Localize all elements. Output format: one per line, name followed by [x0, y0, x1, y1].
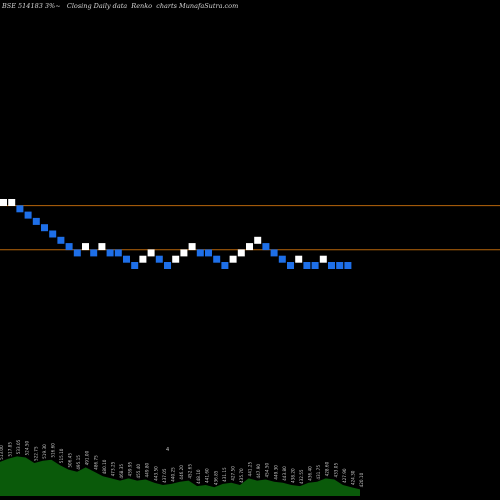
renko-brick-13 — [98, 243, 106, 251]
volume-label-18: 449.80 — [145, 462, 150, 477]
volume-label-9: 506.45 — [68, 453, 73, 468]
volume-label-33: 449.30 — [273, 465, 278, 480]
volume-label-24: 448.10 — [196, 469, 201, 484]
volume-label-28: 427.50 — [230, 466, 235, 481]
renko-brick-19 — [147, 249, 155, 257]
chart-title: BSE 514183 3%~ Closing Daily data Renko … — [2, 2, 239, 10]
volume-label-32: 454.50 — [265, 462, 270, 477]
volume-label-23: 452.65 — [188, 464, 193, 479]
renko-brick-33 — [262, 243, 270, 251]
volume-area — [0, 456, 360, 496]
renko-brick-38 — [303, 262, 311, 269]
renko-brick-23 — [180, 249, 188, 257]
volume-label-41: 427.90 — [342, 468, 347, 483]
volume-label-2: 517.85 — [8, 442, 13, 457]
renko-brick-42 — [336, 262, 344, 269]
volume-label-3: 533.05 — [16, 439, 21, 454]
renko-brick-29 — [229, 255, 237, 263]
volume-label-8: 515.10 — [59, 448, 64, 463]
renko-brick-35 — [278, 255, 286, 263]
renko-brick-27 — [213, 255, 221, 263]
renko-brick-36 — [287, 262, 294, 269]
volume-label-4: 524.50 — [25, 440, 30, 455]
volume-label-34: 443.80 — [282, 466, 287, 481]
volume-label-42: 424.30 — [350, 470, 355, 485]
renko-brick-40 — [319, 255, 327, 263]
volume-label-31: 447.90 — [256, 464, 261, 479]
volume-label-27: 431.15 — [222, 467, 227, 482]
renko-brick-20 — [155, 255, 163, 263]
renko-brick-10 — [73, 249, 81, 257]
renko-brick-25 — [196, 249, 204, 257]
volume-label-1: 513.00 — [0, 445, 4, 460]
renko-brick-3 — [16, 205, 24, 213]
renko-brick-30 — [237, 249, 245, 257]
volume-label-21: 440.25 — [170, 467, 175, 482]
renko-brick-31 — [246, 243, 253, 251]
volume-label-19: 443.50 — [153, 466, 158, 481]
renko-brick-41 — [328, 262, 335, 269]
renko-brick-24 — [188, 243, 196, 251]
volume-label-5: 522.75 — [33, 446, 38, 461]
renko-brick-21 — [164, 262, 171, 269]
volume-label-10: 495.15 — [76, 455, 81, 470]
renko-brick-11 — [82, 243, 89, 251]
renko-brick-2 — [8, 199, 16, 206]
renko-brick-14 — [106, 249, 114, 257]
volume-label-25: 441.60 — [205, 468, 210, 483]
renko-brick-9 — [65, 243, 73, 251]
volume-label-26: 436.85 — [213, 470, 218, 485]
volume-label-29: 435.70 — [239, 468, 244, 483]
volume-label-12: 486.75 — [93, 455, 98, 470]
volume-label-13: 480.10 — [102, 459, 107, 474]
volume-label-7: 516.60 — [50, 443, 55, 458]
renko-brick-22 — [172, 255, 180, 263]
volume-label-38: 431.75 — [316, 465, 321, 480]
volume-label-20: 437.05 — [162, 468, 167, 483]
renko-brick-43 — [344, 262, 352, 269]
volume-label-16: 459.95 — [128, 461, 133, 476]
volume-label-22: 446.20 — [179, 465, 184, 480]
volume-marker-label: 4 — [166, 447, 169, 453]
volume-label-37: 436.40 — [308, 466, 313, 481]
volume-label-11: 491.00 — [85, 450, 90, 465]
volume-label-15: 468.35 — [119, 464, 124, 479]
volume-label-30: 441.25 — [248, 461, 253, 476]
volume-label-6: 519.30 — [42, 444, 47, 459]
renko-brick-34 — [270, 249, 278, 257]
volume-label-39: 428.60 — [325, 461, 330, 476]
volume-label-36: 432.55 — [299, 469, 304, 484]
renko-brick-12 — [90, 249, 98, 257]
renko-brick-7 — [49, 230, 57, 238]
renko-brick-8 — [57, 236, 65, 244]
renko-brick-37 — [295, 255, 303, 263]
renko-brick-5 — [32, 217, 40, 225]
renko-brick-26 — [205, 249, 212, 257]
renko-brick-15 — [114, 249, 122, 257]
volume-label-43: 420.10 — [359, 472, 364, 487]
volume-label-35: 438.20 — [290, 468, 295, 483]
volume-label-40: 433.05 — [333, 463, 338, 478]
renko-brick-4 — [24, 211, 32, 219]
renko-brick-6 — [41, 224, 48, 232]
renko-brick-28 — [221, 262, 229, 269]
volume-label-14: 473.25 — [110, 461, 115, 476]
renko-brick-18 — [139, 255, 147, 263]
renko-brick-16 — [123, 255, 130, 263]
renko-brick-32 — [254, 236, 262, 244]
renko-brick-1 — [0, 199, 7, 206]
volume-label-17: 455.40 — [136, 464, 141, 479]
renko-brick-39 — [311, 262, 319, 269]
renko-brick-17 — [131, 262, 139, 269]
